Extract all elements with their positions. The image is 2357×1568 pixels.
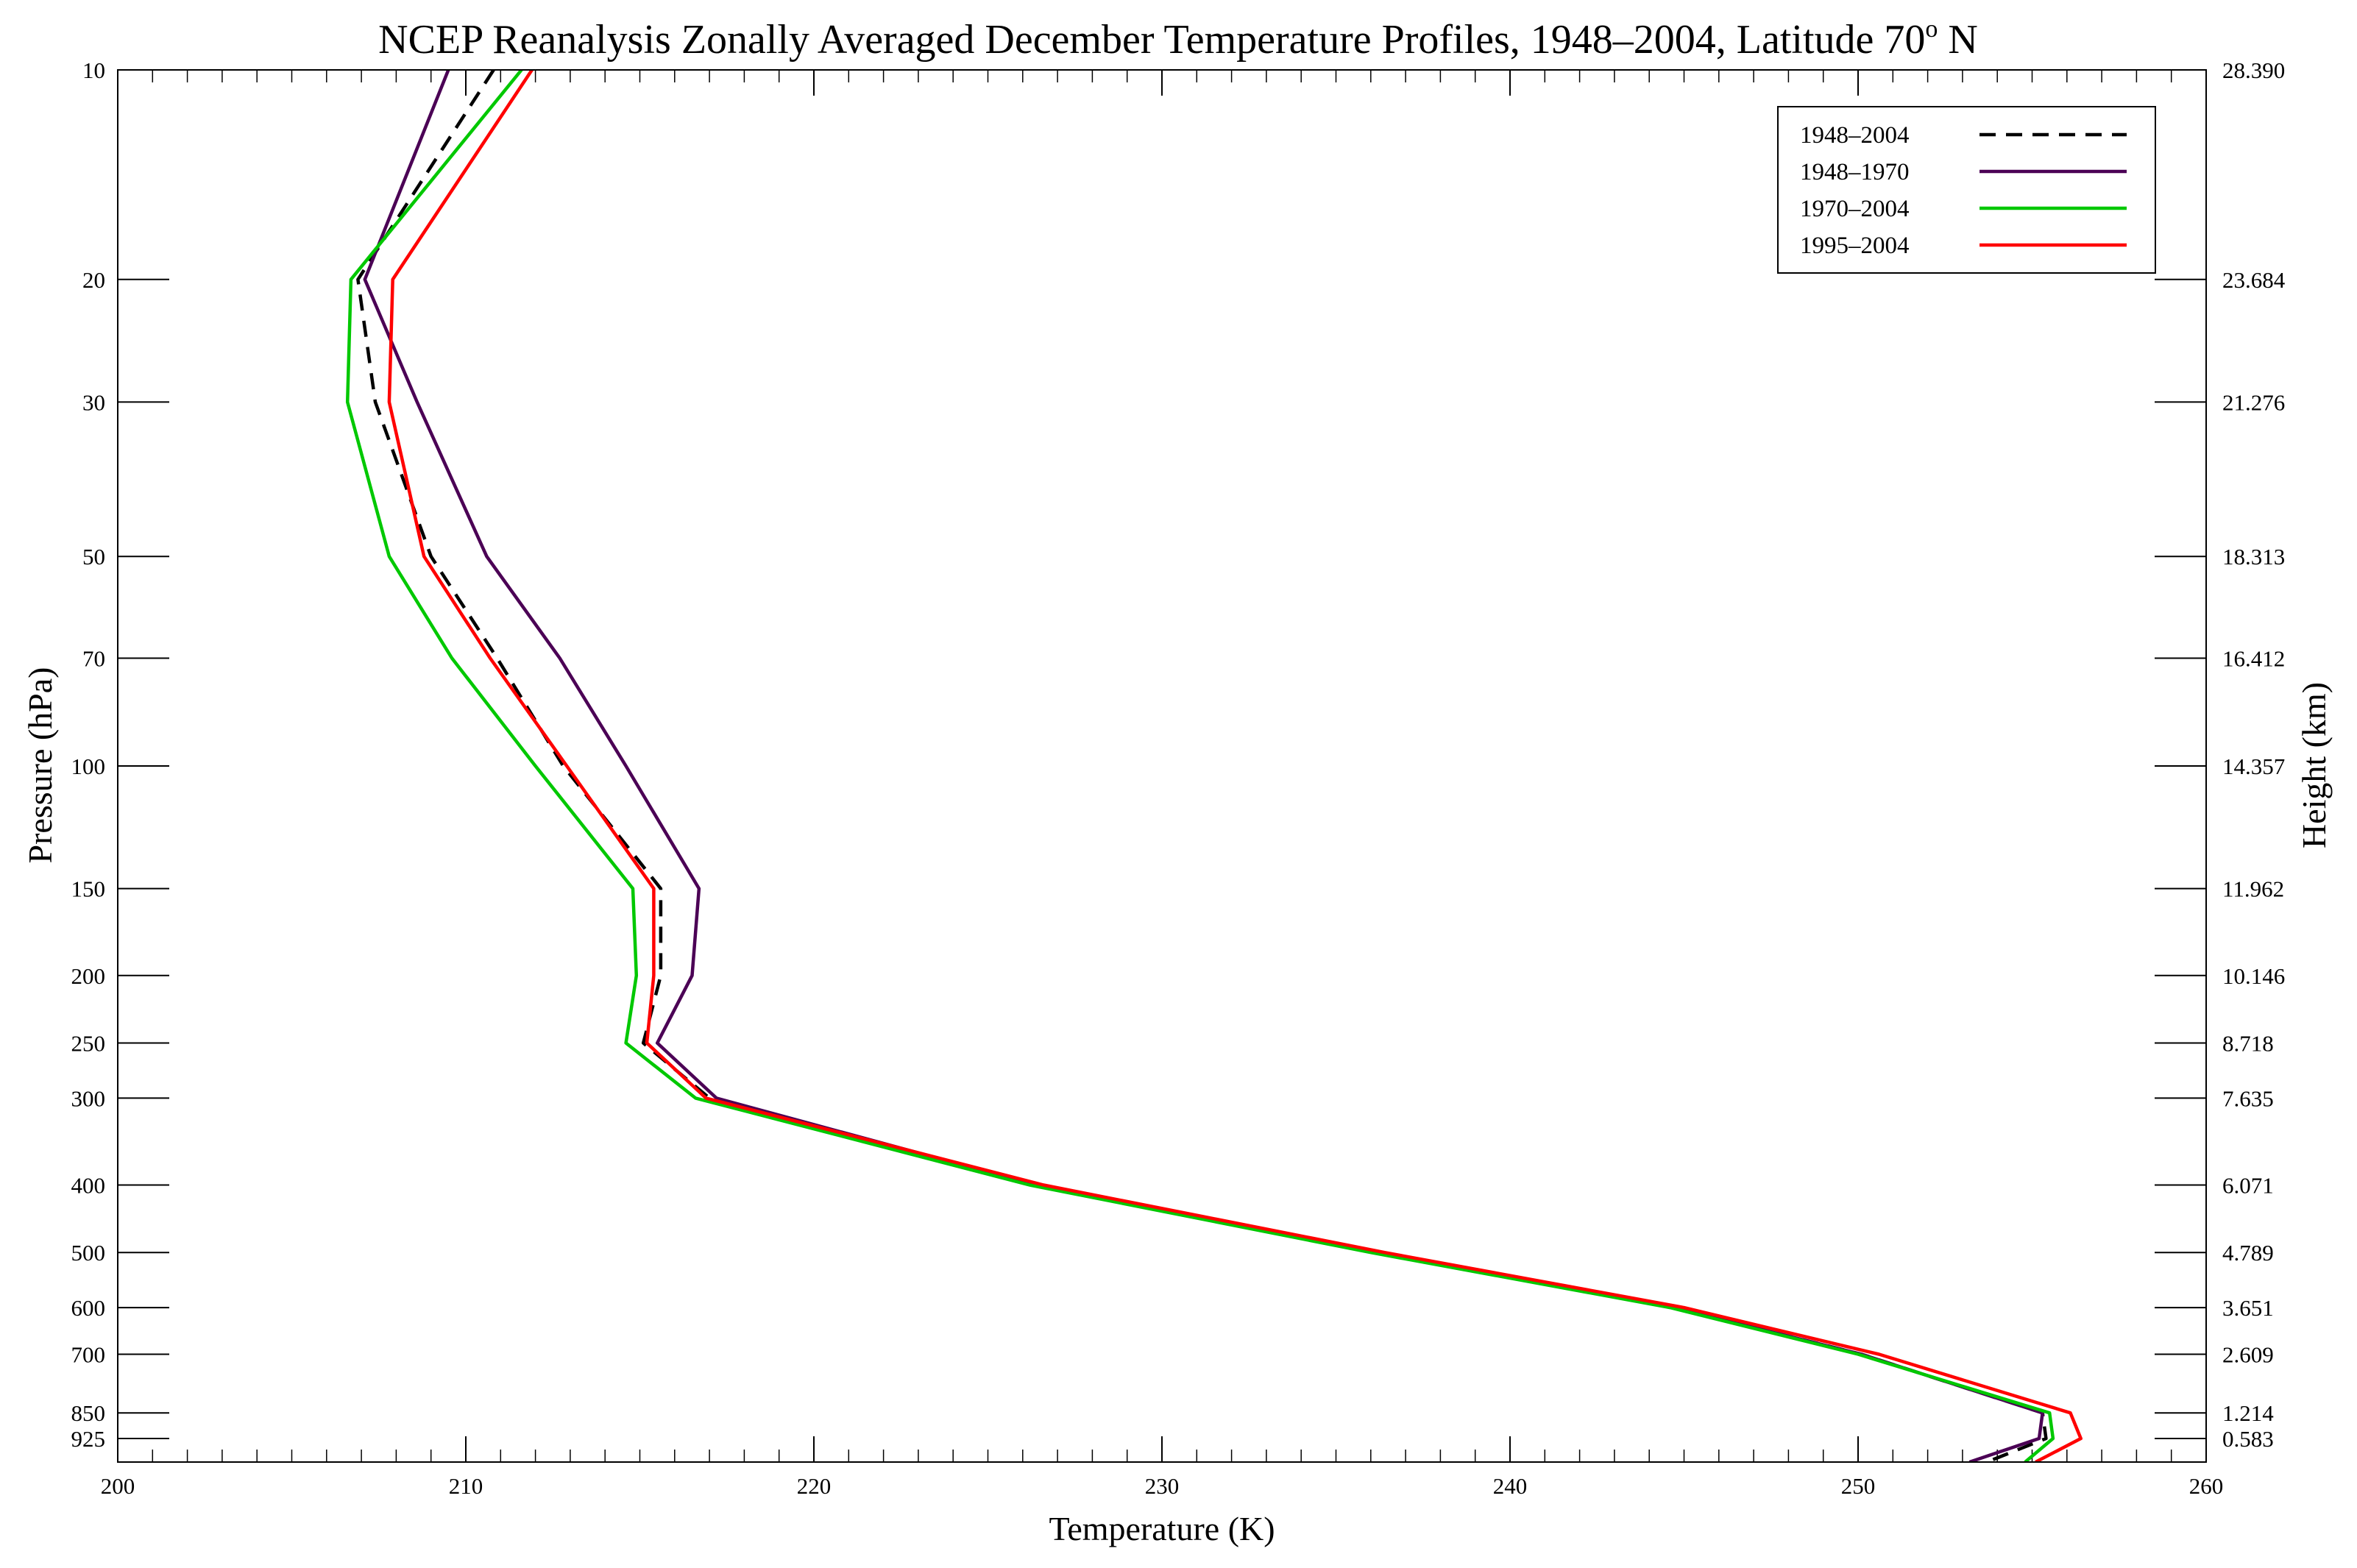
- height-tick-label: 10.146: [2222, 963, 2285, 989]
- series-lines: [345, 70, 2083, 1462]
- height-tick-label: 16.412: [2222, 645, 2285, 671]
- pressure-tick-label: 500: [71, 1240, 106, 1266]
- x-tick-label: 220: [797, 1473, 832, 1499]
- legend-entry-label: 1948–1970: [1800, 159, 1910, 185]
- height-tick-label: 21.276: [2222, 389, 2285, 415]
- y2-axis-label: Height (km): [2295, 682, 2333, 848]
- height-tick-label: 6.071: [2222, 1173, 2274, 1199]
- pressure-tick-label: 300: [71, 1085, 106, 1111]
- height-tick-label: 7.635: [2222, 1085, 2274, 1111]
- pressure-tick-label: 600: [71, 1295, 106, 1321]
- x-tick-label: 250: [1841, 1473, 1876, 1499]
- x-tick-label: 260: [2189, 1473, 2224, 1499]
- pressure-tick-label: 10: [82, 57, 105, 83]
- legend-entry-label: 1948–2004: [1800, 122, 1910, 149]
- x-tick-label: 210: [449, 1473, 483, 1499]
- pressure-tick-label: 250: [71, 1030, 106, 1056]
- height-tick-label: 28.390: [2222, 57, 2285, 83]
- chart-title: NCEP Reanalysis Zonally Averaged Decembe…: [378, 15, 1978, 63]
- plot-frame: [117, 69, 2207, 1463]
- series-line: [363, 70, 2044, 1462]
- pressure-tick-label: 400: [71, 1173, 106, 1199]
- height-tick-label: 3.651: [2222, 1295, 2274, 1321]
- legend: 1948–2004 1948–1970 1970–2004 1995–2004: [1777, 106, 2156, 274]
- pressure-tick-label: 200: [71, 963, 106, 989]
- legend-entry-label: 1970–2004: [1800, 196, 1910, 222]
- pressure-tick-label: 30: [82, 389, 105, 415]
- x-tick-label: 200: [101, 1473, 135, 1499]
- pressure-tick-label: 700: [71, 1341, 106, 1367]
- height-tick-label: 2.609: [2222, 1341, 2274, 1367]
- height-tick-label: 14.357: [2222, 753, 2285, 779]
- pressure-tick-label: 925: [71, 1426, 106, 1452]
- height-tick-label: 11.962: [2222, 876, 2284, 902]
- legend-entry-label: 1995–2004: [1800, 233, 1910, 259]
- pressure-tick-label: 150: [71, 876, 106, 902]
- pressure-tick-label: 100: [71, 753, 106, 779]
- height-tick-label: 8.718: [2222, 1030, 2274, 1056]
- pressure-tick-label: 70: [82, 645, 105, 671]
- axis-ticks: 200 210 220 230 240 250 260 10 28.390 20 23.684 30 2…: [71, 57, 2286, 1499]
- chart-title-main: NCEP Reanalysis Zonally Averaged Decembe…: [378, 17, 1925, 63]
- pressure-tick-label: 50: [82, 544, 105, 570]
- height-tick-label: 18.313: [2222, 544, 2285, 570]
- series-line: [387, 70, 2083, 1462]
- x-tick-label: 240: [1493, 1473, 1528, 1499]
- series-line: [356, 70, 2048, 1462]
- x-tick-label: 230: [1145, 1473, 1180, 1499]
- height-tick-label: 1.214: [2222, 1400, 2274, 1426]
- height-tick-label: 0.583: [2222, 1426, 2274, 1452]
- pressure-tick-label: 20: [82, 267, 105, 293]
- series-line: [345, 70, 2055, 1462]
- x-axis-label: Temperature (K): [1049, 1510, 1275, 1547]
- y-axis-label: Pressure (hPa): [21, 667, 59, 864]
- height-tick-label: 23.684: [2222, 267, 2286, 293]
- chart-title-superscript: o: [1925, 15, 1938, 43]
- chart-title-end: N: [1938, 17, 1977, 63]
- pressure-tick-label: 850: [71, 1400, 106, 1426]
- height-tick-label: 4.789: [2222, 1240, 2274, 1266]
